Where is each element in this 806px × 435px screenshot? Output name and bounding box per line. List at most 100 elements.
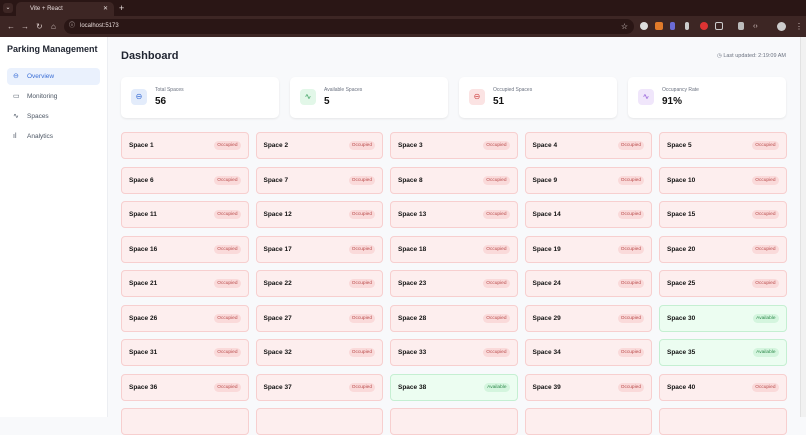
space-card[interactable] xyxy=(121,408,249,435)
space-card[interactable]: Space 34 Occupied xyxy=(524,339,652,366)
status-badge: Occupied xyxy=(752,175,779,185)
space-card[interactable]: Space 2 Occupied xyxy=(255,132,383,159)
space-name: Space 11 xyxy=(129,211,157,218)
extension-icon[interactable] xyxy=(700,22,708,30)
space-card[interactable]: Space 3 Occupied xyxy=(390,132,518,159)
space-name: Space 39 xyxy=(532,383,561,391)
home-icon[interactable]: ⌂ xyxy=(51,22,56,31)
space-card[interactable] xyxy=(659,408,787,435)
space-name: Space 26 xyxy=(129,314,158,322)
space-name: Space 10 xyxy=(667,176,696,184)
space-card[interactable]: Space 24 Occupied xyxy=(524,270,652,297)
activity-icon: ∿ xyxy=(638,89,654,105)
space-card[interactable]: Space 21 Occupied xyxy=(121,270,249,297)
space-card[interactable]: Space 25 Occupied xyxy=(659,270,787,297)
sidebar-item-analytics[interactable]: ıl Analytics xyxy=(7,128,100,145)
extensions-puzzle-icon[interactable] xyxy=(715,22,723,30)
space-card[interactable]: Space 23 Occupied xyxy=(390,270,518,297)
space-card[interactable]: Space 10 Occupied xyxy=(659,166,787,194)
app-brand: Parking Management xyxy=(7,44,98,54)
site-info-icon[interactable]: ⓘ xyxy=(69,23,76,29)
status-badge: Occupied xyxy=(752,382,779,392)
space-card[interactable]: Space 35 Available xyxy=(659,339,787,366)
extension-icon[interactable] xyxy=(685,22,689,30)
space-name: Space 30 xyxy=(667,314,696,322)
stat-value: 91% xyxy=(662,96,683,107)
space-card[interactable]: Space 19 Occupied xyxy=(524,235,652,263)
car-icon: ⊖ xyxy=(13,73,19,80)
space-card[interactable] xyxy=(255,408,383,435)
space-card[interactable]: Space 7 Occupied xyxy=(255,166,383,194)
stat-label: Occupied Spaces xyxy=(493,87,533,93)
extension-icon[interactable] xyxy=(655,22,663,30)
space-card[interactable]: Space 31 Occupied xyxy=(121,339,249,366)
tab-title: Vite + React xyxy=(30,6,63,12)
status-badge: Occupied xyxy=(617,313,644,323)
space-card[interactable]: Space 40 Occupied xyxy=(659,373,787,401)
space-card[interactable]: Space 11 Occupied xyxy=(121,201,249,228)
space-name: Space 1 xyxy=(129,142,154,149)
space-card[interactable]: Space 38 Available xyxy=(390,373,518,401)
space-card[interactable]: Space 27 Occupied xyxy=(255,304,383,332)
space-card[interactable] xyxy=(390,408,518,435)
space-card[interactable]: Space 22 Occupied xyxy=(255,270,383,297)
status-badge: Occupied xyxy=(348,244,375,254)
status-badge: Occupied xyxy=(617,244,644,254)
extension-icon[interactable] xyxy=(738,22,744,30)
new-tab-button[interactable]: + xyxy=(119,3,125,13)
space-name: Space 34 xyxy=(532,349,561,356)
space-card[interactable]: Space 33 Occupied xyxy=(390,339,518,366)
status-badge: Occupied xyxy=(752,244,779,254)
reload-icon[interactable]: ↻ xyxy=(36,22,43,31)
stat-card: ⊖ Occupied Spaces 51 xyxy=(459,77,617,118)
browser-tab[interactable]: Vite + React ✕ xyxy=(16,2,114,16)
space-card[interactable]: Space 12 Occupied xyxy=(255,201,383,228)
address-bar[interactable]: ⓘ localhost:5173 ☆ xyxy=(64,19,634,34)
space-card[interactable]: Space 29 Occupied xyxy=(524,304,652,332)
activity-icon: ∿ xyxy=(300,89,316,105)
space-card[interactable]: Space 6 Occupied xyxy=(121,166,249,194)
space-name: Space 36 xyxy=(129,383,158,391)
space-card[interactable]: Space 37 Occupied xyxy=(255,373,383,401)
space-card[interactable]: Space 39 Occupied xyxy=(524,373,652,401)
space-card[interactable]: Space 36 Occupied xyxy=(121,373,249,401)
forward-icon[interactable]: → xyxy=(21,22,29,31)
close-tab-icon[interactable]: ✕ xyxy=(102,6,108,12)
space-card[interactable]: Space 26 Occupied xyxy=(121,304,249,332)
space-card[interactable]: Space 15 Occupied xyxy=(659,201,787,228)
status-badge: Occupied xyxy=(348,141,375,150)
space-card[interactable]: Space 13 Occupied xyxy=(390,201,518,228)
space-card[interactable]: Space 16 Occupied xyxy=(121,235,249,263)
browser-menu-icon[interactable]: ⋮ xyxy=(795,22,803,31)
sidebar-item-monitoring[interactable]: ▭ Monitoring xyxy=(7,88,100,105)
sidebar-item-overview[interactable]: ⊖ Overview xyxy=(7,68,100,85)
sidebar-item-spaces[interactable]: ∿ Spaces xyxy=(7,108,100,125)
space-card[interactable]: Space 4 Occupied xyxy=(524,132,652,159)
bookmark-star-icon[interactable]: ☆ xyxy=(620,22,628,31)
space-card[interactable]: Space 17 Occupied xyxy=(255,235,383,263)
space-card[interactable] xyxy=(524,408,652,435)
tab-search-button[interactable]: ⌄ xyxy=(3,3,13,13)
extension-icon[interactable] xyxy=(640,22,648,30)
status-badge: Occupied xyxy=(214,382,241,392)
profile-avatar[interactable] xyxy=(777,22,786,31)
devtools-icon[interactable]: ‹› xyxy=(753,23,758,30)
space-card[interactable]: Space 9 Occupied xyxy=(524,166,652,194)
space-card[interactable]: Space 30 Available xyxy=(659,304,787,332)
space-card[interactable]: Space 20 Occupied xyxy=(659,235,787,263)
status-badge: Occupied xyxy=(214,279,241,288)
status-badge: Occupied xyxy=(214,313,241,323)
space-card[interactable]: Space 14 Occupied xyxy=(524,201,652,228)
status-badge: Occupied xyxy=(483,279,510,288)
back-icon[interactable]: ← xyxy=(7,22,15,31)
space-card[interactable]: Space 8 Occupied xyxy=(390,166,518,194)
space-card[interactable]: Space 5 Occupied xyxy=(659,132,787,159)
space-name: Space 27 xyxy=(263,314,292,322)
extension-icon[interactable] xyxy=(670,22,675,30)
scrollbar[interactable] xyxy=(800,37,806,417)
space-card[interactable]: Space 18 Occupied xyxy=(390,235,518,263)
space-card[interactable]: Space 32 Occupied xyxy=(255,339,383,366)
space-card[interactable]: Space 28 Occupied xyxy=(390,304,518,332)
browser-tab-bar: ⌄ Vite + React ✕ + xyxy=(0,0,806,16)
space-card[interactable]: Space 1 Occupied xyxy=(121,132,249,159)
